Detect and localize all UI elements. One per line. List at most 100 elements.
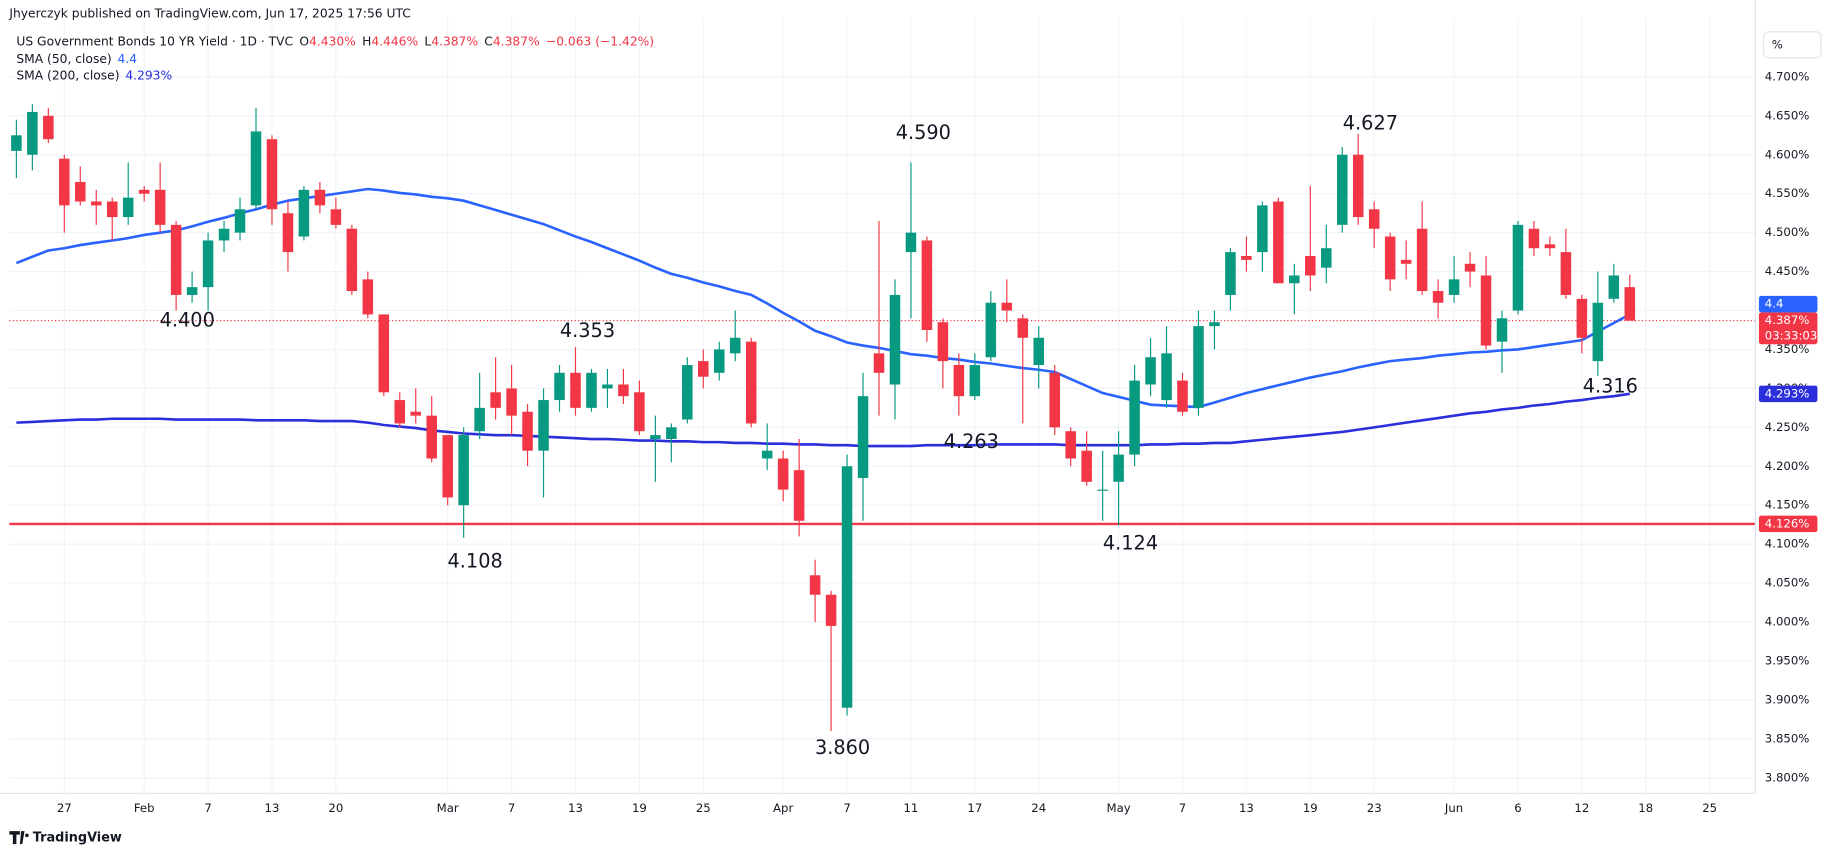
- candle-body: [602, 384, 613, 389]
- candle-body: [1033, 337, 1045, 366]
- candle-body: [1368, 209, 1380, 229]
- low-value: 4.387%: [431, 34, 478, 48]
- x-tick-label: Jun: [1444, 801, 1463, 815]
- candle-body: [1384, 236, 1396, 280]
- x-tick-label: Mar: [437, 801, 459, 815]
- candle-body: [1560, 252, 1572, 295]
- candle-body: [586, 372, 597, 408]
- y-tick-label: 4.250%: [1765, 420, 1810, 434]
- x-tick-label: 7: [204, 801, 211, 815]
- x-tick-label: 23: [1367, 801, 1382, 815]
- x-tick-label: 7: [843, 801, 850, 815]
- candle-body: [873, 353, 885, 373]
- candle-body: [1273, 201, 1284, 284]
- sma-value: 4.4: [118, 51, 138, 65]
- candle-body: [1193, 326, 1204, 408]
- y-tick-label: 4.700%: [1765, 69, 1810, 83]
- candle-body: [314, 189, 326, 206]
- price-annotation: 4.316: [1583, 375, 1638, 398]
- candle-body: [889, 294, 901, 385]
- candle-body: [1225, 252, 1236, 295]
- candle-body: [1416, 228, 1428, 292]
- candle-body: [426, 415, 437, 459]
- x-tick-label: 19: [1303, 801, 1318, 815]
- price-annotation: 4.353: [560, 319, 615, 342]
- x-tick-label: May: [1107, 801, 1131, 815]
- price-tag: [1758, 295, 1818, 313]
- candle-body: [59, 158, 70, 206]
- candle-body: [1528, 228, 1540, 249]
- candle-body: [1480, 275, 1492, 346]
- x-tick-label: 13: [568, 801, 583, 815]
- x-tick-label: 11: [904, 801, 919, 815]
- candle-body: [682, 365, 693, 420]
- candle-body: [506, 388, 517, 416]
- x-tick-label: 27: [57, 801, 72, 815]
- price-tag-countdown: 03:33:03: [1765, 328, 1818, 342]
- candle-body: [1081, 450, 1092, 482]
- candle-body: [1432, 291, 1444, 303]
- scale-button-label[interactable]: %: [1772, 37, 1783, 51]
- candle-body: [1496, 318, 1508, 342]
- candle-body: [362, 279, 374, 315]
- candle-body: [27, 111, 38, 155]
- candle-body: [937, 322, 949, 362]
- candle-body: [1065, 431, 1076, 459]
- candle-body: [410, 411, 422, 416]
- x-tick-label: Apr: [773, 801, 793, 815]
- price-annotation: 4.627: [1343, 111, 1398, 134]
- candle-body: [554, 372, 565, 401]
- candle-body: [1352, 154, 1364, 218]
- sma-value: 4.293%: [125, 68, 172, 82]
- symbol-legend: US Government Bonds 10 YR Yield · 1D · T…: [16, 34, 654, 48]
- price-tag-label: 4.126%: [1765, 516, 1810, 530]
- price-annotation: 4.590: [896, 121, 951, 144]
- candle-body: [186, 287, 198, 295]
- y-tick-label: 4.100%: [1765, 537, 1810, 551]
- y-tick-label: 4.200%: [1765, 459, 1810, 473]
- candle-body: [1097, 489, 1108, 491]
- candle-body: [202, 240, 214, 288]
- plot: [9, 104, 1756, 732]
- price-tag-label: 4.387%: [1765, 313, 1810, 327]
- candle-body: [953, 365, 965, 397]
- candle-body: [921, 240, 933, 330]
- y-tick-label: 3.850%: [1765, 731, 1810, 745]
- candle-body: [1544, 244, 1556, 249]
- y-tick-label: 3.900%: [1765, 692, 1810, 706]
- candle-body: [1289, 275, 1300, 284]
- brand: TradingView: [9, 831, 122, 846]
- candle-body: [841, 466, 853, 708]
- candle-body: [1241, 256, 1252, 260]
- y-tick-label: 4.000%: [1765, 614, 1810, 628]
- candle-body: [1129, 380, 1140, 455]
- high-key: H: [362, 34, 371, 48]
- x-tick-label: 7: [508, 801, 515, 815]
- x-tick-label: 13: [265, 801, 280, 815]
- symbol: US Government Bonds 10 YR Yield · 1D · T…: [16, 34, 293, 48]
- candle-body: [1049, 372, 1060, 428]
- close-key: C: [484, 34, 493, 48]
- candle-body: [1113, 454, 1124, 482]
- high-value: 4.446%: [371, 34, 418, 48]
- candle-body: [122, 197, 134, 218]
- candle-body: [490, 392, 501, 408]
- x-tick-label: 25: [1702, 801, 1717, 815]
- candle-body: [1177, 380, 1188, 412]
- candle-body: [1608, 275, 1620, 299]
- scale-button[interactable]: [1763, 31, 1822, 59]
- x-tick-label: Feb: [134, 801, 155, 815]
- candle-body: [1321, 248, 1332, 268]
- candle-body: [761, 450, 773, 459]
- x-tick-label: 7: [1179, 801, 1186, 815]
- candle-body: [442, 435, 453, 498]
- candle-body: [985, 302, 997, 358]
- brand-logo: [9, 831, 29, 845]
- close-value: 4.387%: [493, 34, 540, 48]
- price-tag: [1758, 312, 1818, 345]
- candle-body: [298, 189, 310, 237]
- sma-line: [16, 392, 1631, 448]
